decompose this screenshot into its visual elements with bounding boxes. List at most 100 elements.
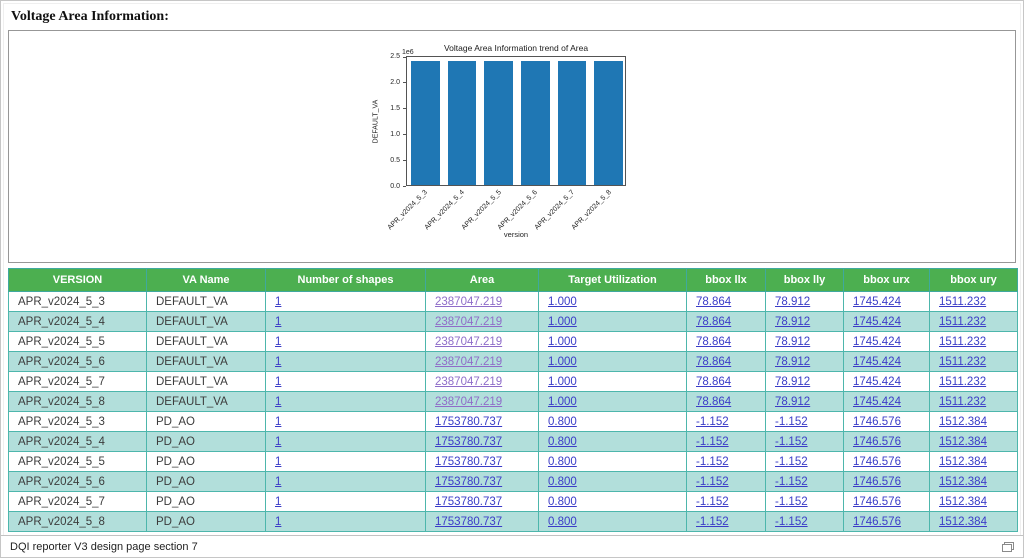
target-link[interactable]: 1.000	[548, 336, 577, 348]
shapes-link[interactable]: 1	[275, 296, 281, 308]
shapes-cell: 1	[266, 512, 426, 532]
ury-link[interactable]: 1512.384	[939, 416, 987, 428]
page-title: Voltage Area Information:	[1, 1, 1023, 30]
shapes-link[interactable]: 1	[275, 496, 281, 508]
shapes-link[interactable]: 1	[275, 416, 281, 428]
version-cell: APR_v2024_5_5	[9, 452, 147, 472]
shapes-link[interactable]: 1	[275, 456, 281, 468]
area-link[interactable]: 1753780.737	[435, 516, 502, 528]
urx-link[interactable]: 1746.576	[853, 516, 901, 528]
target-link[interactable]: 0.800	[548, 476, 577, 488]
urx-link[interactable]: 1745.424	[853, 296, 901, 308]
urx-link[interactable]: 1745.424	[853, 356, 901, 368]
area-link[interactable]: 1753780.737	[435, 436, 502, 448]
target-link[interactable]: 0.800	[548, 416, 577, 428]
lly-link[interactable]: -1.152	[775, 516, 808, 528]
lly-link[interactable]: -1.152	[775, 436, 808, 448]
y-axis-label: DEFAULT_VA	[373, 92, 380, 152]
llx-link[interactable]: 78.864	[696, 376, 731, 388]
area-link[interactable]: 1753780.737	[435, 456, 502, 468]
y-tick-label: 0.5	[390, 157, 400, 164]
target-link[interactable]: 1.000	[548, 316, 577, 328]
area-link[interactable]: 2387047.219	[435, 376, 502, 388]
area-link[interactable]: 2387047.219	[435, 396, 502, 408]
ury-link[interactable]: 1512.384	[939, 516, 987, 528]
ury-link[interactable]: 1512.384	[939, 496, 987, 508]
lly-link[interactable]: 78.912	[775, 376, 810, 388]
llx-link[interactable]: -1.152	[696, 496, 729, 508]
lly-link[interactable]: -1.152	[775, 476, 808, 488]
llx-link[interactable]: -1.152	[696, 416, 729, 428]
target-link[interactable]: 1.000	[548, 296, 577, 308]
area-link[interactable]: 2387047.219	[435, 356, 502, 368]
shapes-link[interactable]: 1	[275, 316, 281, 328]
overlapping-windows-icon[interactable]	[1002, 542, 1014, 552]
shapes-link[interactable]: 1	[275, 336, 281, 348]
urx-link[interactable]: 1746.576	[853, 496, 901, 508]
urx-cell: 1746.576	[844, 512, 930, 532]
ury-link[interactable]: 1511.232	[939, 376, 986, 388]
shapes-link[interactable]: 1	[275, 356, 281, 368]
urx-link[interactable]: 1746.576	[853, 436, 901, 448]
llx-link[interactable]: 78.864	[696, 396, 731, 408]
urx-link[interactable]: 1745.424	[853, 376, 901, 388]
urx-link[interactable]: 1745.424	[853, 396, 901, 408]
target-link[interactable]: 1.000	[548, 376, 577, 388]
shapes-cell: 1	[266, 472, 426, 492]
shapes-link[interactable]: 1	[275, 396, 281, 408]
target-link[interactable]: 0.800	[548, 496, 577, 508]
area-link[interactable]: 2387047.219	[435, 336, 502, 348]
ury-link[interactable]: 1511.232	[939, 396, 986, 408]
llx-link[interactable]: -1.152	[696, 476, 729, 488]
llx-link[interactable]: 78.864	[696, 356, 731, 368]
urx-link[interactable]: 1746.576	[853, 476, 901, 488]
llx-link[interactable]: 78.864	[696, 336, 731, 348]
urx-link[interactable]: 1745.424	[853, 336, 901, 348]
lly-link[interactable]: 78.912	[775, 396, 810, 408]
ury-link[interactable]: 1511.232	[939, 336, 986, 348]
ury-link[interactable]: 1511.232	[939, 296, 986, 308]
lly-link[interactable]: 78.912	[775, 316, 810, 328]
lly-link[interactable]: 78.912	[775, 296, 810, 308]
llx-cell: -1.152	[687, 472, 766, 492]
llx-link[interactable]: -1.152	[696, 436, 729, 448]
ury-link[interactable]: 1512.384	[939, 436, 987, 448]
va-table-body: APR_v2024_5_3DEFAULT_VA12387047.2191.000…	[9, 292, 1018, 532]
urx-cell: 1746.576	[844, 472, 930, 492]
ury-link[interactable]: 1511.232	[939, 316, 986, 328]
va-name-cell: PD_AO	[147, 432, 266, 452]
ury-link[interactable]: 1511.232	[939, 356, 986, 368]
va-table: VERSIONVA NameNumber of shapesAreaTarget…	[8, 268, 1018, 532]
area-link[interactable]: 2387047.219	[435, 316, 502, 328]
lly-link[interactable]: -1.152	[775, 456, 808, 468]
shapes-link[interactable]: 1	[275, 436, 281, 448]
lly-link[interactable]: 78.912	[775, 356, 810, 368]
urx-link[interactable]: 1746.576	[853, 416, 901, 428]
shapes-link[interactable]: 1	[275, 516, 281, 528]
version-cell: APR_v2024_5_7	[9, 492, 147, 512]
ury-link[interactable]: 1512.384	[939, 456, 987, 468]
urx-link[interactable]: 1745.424	[853, 316, 901, 328]
llx-link[interactable]: -1.152	[696, 456, 729, 468]
target-link[interactable]: 0.800	[548, 516, 577, 528]
lly-link[interactable]: 78.912	[775, 336, 810, 348]
ury-cell: 1511.232	[930, 352, 1018, 372]
version-cell: APR_v2024_5_6	[9, 352, 147, 372]
lly-link[interactable]: -1.152	[775, 416, 808, 428]
target-link[interactable]: 1.000	[548, 396, 577, 408]
area-link[interactable]: 1753780.737	[435, 416, 502, 428]
target-link[interactable]: 1.000	[548, 356, 577, 368]
shapes-link[interactable]: 1	[275, 376, 281, 388]
area-link[interactable]: 1753780.737	[435, 476, 502, 488]
target-link[interactable]: 0.800	[548, 456, 577, 468]
ury-link[interactable]: 1512.384	[939, 476, 987, 488]
llx-link[interactable]: 78.864	[696, 296, 731, 308]
lly-link[interactable]: -1.152	[775, 496, 808, 508]
area-link[interactable]: 1753780.737	[435, 496, 502, 508]
llx-link[interactable]: -1.152	[696, 516, 729, 528]
shapes-link[interactable]: 1	[275, 476, 281, 488]
urx-link[interactable]: 1746.576	[853, 456, 901, 468]
target-link[interactable]: 0.800	[548, 436, 577, 448]
llx-link[interactable]: 78.864	[696, 316, 731, 328]
area-link[interactable]: 2387047.219	[435, 296, 502, 308]
